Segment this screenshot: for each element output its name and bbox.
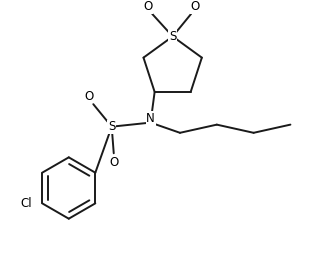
Text: O: O [109, 156, 118, 169]
Text: O: O [190, 0, 200, 13]
Text: N: N [146, 112, 155, 125]
Text: O: O [144, 0, 153, 13]
Text: O: O [84, 89, 94, 102]
Text: Cl: Cl [20, 197, 32, 210]
Text: S: S [169, 30, 176, 43]
Text: S: S [108, 120, 116, 133]
